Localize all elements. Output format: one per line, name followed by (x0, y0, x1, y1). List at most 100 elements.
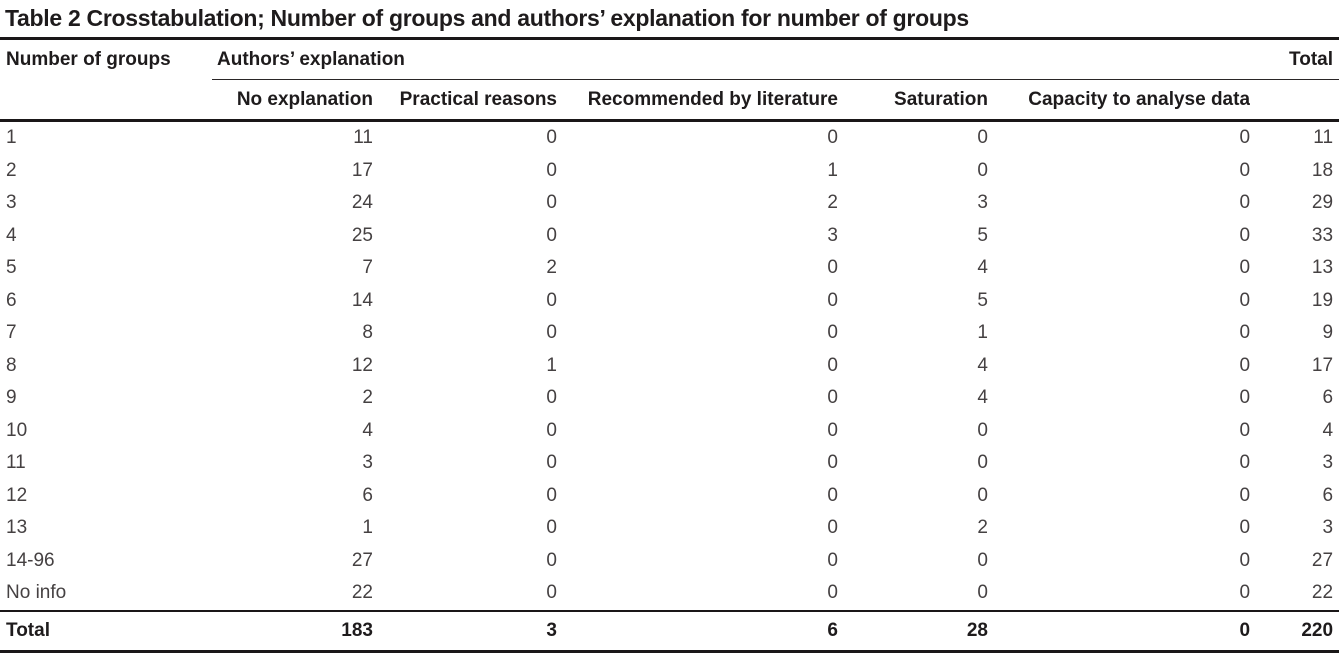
cell-value: 0 (1239, 257, 1251, 279)
cell-value: 1 (546, 354, 557, 376)
cell-value: 0 (977, 582, 988, 604)
row-total: 6 (1322, 387, 1334, 409)
row-label: 7 (6, 322, 17, 344)
row-total: 19 (1311, 289, 1334, 311)
cell-value: 0 (546, 192, 557, 214)
cell-value: 0 (546, 517, 557, 539)
row-label: 6 (6, 289, 17, 311)
cell-value: 0 (1239, 159, 1251, 181)
cell-value: 0 (546, 289, 557, 311)
crosstab-table: Number of groups Authors’ explanation To… (0, 40, 1339, 653)
cell-value: 0 (1239, 452, 1251, 474)
col-header-authors-explanation: Authors’ explanation (212, 40, 1251, 80)
cell-value: 0 (827, 549, 838, 571)
cell-value: 0 (977, 549, 988, 571)
table-row: 7 8 0 0 1 0 9 (0, 317, 1339, 350)
cell-value: 2 (827, 192, 838, 214)
row-total: 27 (1311, 549, 1334, 571)
cell-value: 0 (546, 582, 557, 604)
cell-value: 12 (351, 354, 373, 376)
row-total: 9 (1322, 322, 1334, 344)
cell-value: 4 (977, 387, 988, 409)
cell-value: 0 (827, 484, 838, 506)
row-label: 11 (6, 452, 26, 474)
row-total: 11 (1313, 127, 1334, 149)
row-total: 29 (1311, 192, 1334, 214)
cell-value: 0 (977, 419, 988, 441)
col-header-recommended-by-literature: Recommended by literature (557, 79, 838, 122)
empty-header-cell (0, 79, 212, 122)
cell-value: 0 (827, 354, 838, 376)
cell-value: 22 (351, 582, 373, 604)
cell-value: 0 (1239, 322, 1251, 344)
table-row: 2 17 0 1 0 0 18 (0, 155, 1339, 188)
row-label: No info (6, 582, 67, 604)
table-row: 11 3 0 0 0 0 3 (0, 447, 1339, 480)
header-row-subcategories: No explanation Practical reasons Recomme… (0, 79, 1339, 122)
cell-value: 24 (351, 192, 373, 214)
row-label: 14-96 (6, 549, 55, 571)
cell-value: 0 (1239, 387, 1251, 409)
cell-value: 0 (977, 159, 988, 181)
row-total: 33 (1311, 224, 1334, 246)
cell-value: 8 (362, 322, 373, 344)
cell-value: 0 (827, 582, 838, 604)
table-title: Table 2 Crosstabulation; Number of group… (0, 0, 1339, 40)
cell-value: 0 (546, 419, 557, 441)
cell-value: 0 (827, 257, 838, 279)
cell-value: 0 (1239, 127, 1251, 149)
cell-value: 5 (977, 289, 988, 311)
cell-value: 0 (977, 452, 988, 474)
table-row: 10 4 0 0 0 0 4 (0, 415, 1339, 448)
total-row-label: Total (0, 609, 212, 653)
cell-value: 1 (827, 159, 838, 181)
cell-value: 0 (827, 127, 838, 149)
cell-value: 0 (827, 322, 838, 344)
total-row: Total 183 3 6 28 0 220 (0, 609, 1339, 653)
row-total: 22 (1311, 582, 1334, 604)
col-header-capacity-to-analyse-data: Capacity to analyse data (988, 79, 1251, 122)
row-total: 13 (1311, 257, 1334, 279)
cell-value: 25 (351, 224, 373, 246)
cell-value: 0 (1239, 484, 1251, 506)
cell-value: 0 (546, 484, 557, 506)
cell-value: 0 (827, 289, 838, 311)
col-header-practical-reasons: Practical reasons (373, 79, 557, 122)
row-label: 9 (6, 387, 17, 409)
row-label: 5 (6, 257, 17, 279)
row-label: 8 (6, 354, 17, 376)
header-row-groups: Number of groups Authors’ explanation To… (0, 40, 1339, 80)
cell-value: 11 (353, 127, 373, 149)
table-row: 13 1 0 0 2 0 3 (0, 512, 1339, 545)
col-header-saturation: Saturation (838, 79, 988, 122)
cell-value: 2 (362, 387, 373, 409)
total-practical-reasons: 3 (373, 609, 557, 653)
table-row: 9 2 0 0 4 0 6 (0, 382, 1339, 415)
row-label: 1 (6, 127, 17, 149)
cell-value: 0 (977, 127, 988, 149)
cell-value: 14 (351, 289, 373, 311)
cell-value: 1 (977, 322, 988, 344)
row-total: 3 (1322, 452, 1334, 474)
grand-total: 220 (1250, 609, 1339, 653)
table-row: 6 14 0 0 5 0 19 (0, 285, 1339, 318)
cell-value: 0 (1239, 224, 1251, 246)
cell-value: 6 (362, 484, 373, 506)
row-total: 3 (1322, 517, 1334, 539)
table-header: Number of groups Authors’ explanation To… (0, 40, 1339, 122)
table-row: 8 12 1 0 4 0 17 (0, 350, 1339, 383)
table-body: 1 11 0 0 0 0 11 2 17 0 1 0 0 18 3 24 0 2 3 0 29 4 25 0 3 5 0 33 5 7 2 0… (0, 121, 1339, 611)
cell-value: 0 (1239, 549, 1251, 571)
row-label: 13 (6, 517, 28, 539)
table-row: 3 24 0 2 3 0 29 (0, 187, 1339, 220)
total-capacity-to-analyse-data: 0 (988, 609, 1251, 653)
cell-value: 0 (546, 452, 557, 474)
cell-value: 0 (546, 224, 557, 246)
cell-value: 0 (546, 159, 557, 181)
row-label: 3 (6, 192, 17, 214)
empty-header-cell (1250, 79, 1339, 122)
row-label: 10 (6, 419, 28, 441)
row-label: 2 (6, 159, 17, 181)
cell-value: 0 (1239, 582, 1251, 604)
cell-value: 0 (977, 484, 988, 506)
